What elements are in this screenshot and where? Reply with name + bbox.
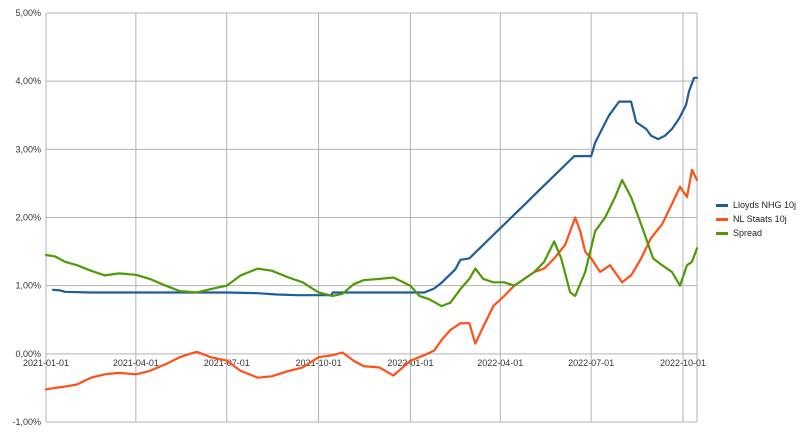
legend-label-lloyds: Lloyds NHG 10j	[733, 200, 797, 210]
x-tick-label: 2021-04-01	[113, 358, 159, 368]
x-tick-label: 2022-10-01	[660, 358, 706, 368]
legend-item-spread: Spread	[716, 226, 796, 240]
y-tick-label: 2,00%	[15, 213, 41, 223]
series-line-0	[51, 76, 699, 297]
legend: Lloyds NHG 10j NL Staats 10j Spread	[716, 198, 796, 240]
x-tick-label: 2022-01-01	[387, 358, 433, 368]
legend-swatch-nl-staats	[716, 217, 728, 221]
legend-item-nl-staats: NL Staats 10j	[716, 212, 796, 226]
y-tick-label: 0,00%	[15, 349, 41, 359]
series-layer	[44, 76, 699, 391]
y-axis-ticks: -1,00% 0,00% 1,00% 2,00% 3,00% 4,00% 5,00%	[12, 8, 41, 427]
legend-swatch-spread	[716, 231, 728, 235]
grid-lines	[45, 12, 698, 423]
x-tick-label: 2021-07-01	[204, 358, 250, 368]
y-tick-label: 3,00%	[15, 144, 41, 154]
x-tick-label: 2022-04-01	[477, 358, 523, 368]
y-tick-label: 1,00%	[15, 281, 41, 291]
legend-label-spread: Spread	[733, 228, 763, 238]
series-line-2	[44, 178, 699, 308]
x-tick-label: 2021-10-01	[296, 358, 342, 368]
y-tick-label: -1,00%	[12, 417, 41, 427]
legend-swatch-lloyds	[716, 203, 728, 207]
y-tick-label: 5,00%	[15, 8, 41, 18]
legend-item-lloyds: Lloyds NHG 10j	[716, 198, 796, 212]
x-tick-label: 2021-01-01	[23, 358, 69, 368]
y-tick-label: 4,00%	[15, 76, 41, 86]
x-tick-label: 2022-07-01	[568, 358, 614, 368]
series-line-1	[44, 168, 699, 391]
x-axis-ticks: 2021-01-01 2021-04-01 2021-07-01 2021-10-01…	[23, 358, 706, 368]
legend-label-nl-staats: NL Staats 10j	[733, 214, 787, 224]
